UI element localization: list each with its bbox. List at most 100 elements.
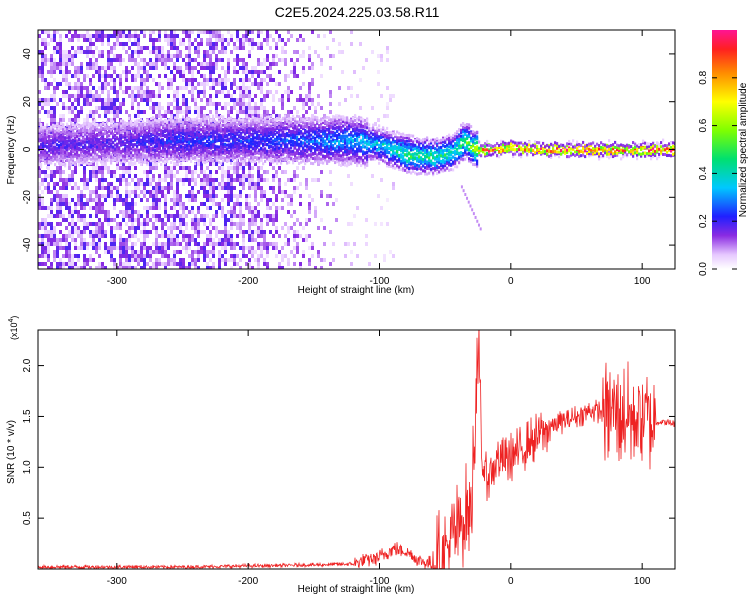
heatmap-cell [203,66,206,70]
heatmap-cell [215,46,218,50]
heatmap-cell [83,202,86,206]
heatmap-cell [245,66,248,70]
heatmap-cell [131,102,134,106]
heatmap-cell [143,258,146,262]
heatmap-cell [203,106,206,110]
heatmap-cell [185,178,188,182]
heatmap-cell [116,110,119,114]
heatmap-cell [137,182,140,186]
heatmap-cell [242,94,245,98]
heatmap-cell [392,142,395,146]
heatmap-cell [178,159,181,163]
heatmap-cell [200,139,203,143]
heatmap-cell [194,132,197,136]
heatmap-cell [95,198,98,202]
heatmap-cell [134,58,137,62]
heatmap-cell [221,186,224,190]
heatmap-cell [179,242,182,246]
heatmap-cell [70,141,73,145]
heatmap-cell [137,254,140,258]
heatmap-cell [212,70,215,74]
heatmap-cell [275,226,278,230]
heatmap-cell [227,42,230,46]
heatmap-cell [173,66,176,70]
heatmap-cell [72,138,75,142]
heatmap-cell [68,38,71,42]
heatmap-cell [210,118,213,122]
heatmap-cell [107,90,110,94]
heatmap-cell [42,153,45,157]
heatmap-cell [62,238,65,242]
heatmap-cell [257,234,260,238]
heatmap-cell [188,154,191,158]
heatmap-cell [122,174,125,178]
heatmap-cell [224,194,227,198]
heatmap-cell [178,124,181,128]
heatmap-cell [167,182,170,186]
heatmap-cell [293,234,296,238]
heatmap-cell [41,250,44,254]
heatmap-cell [191,254,194,258]
heatmap-cell [212,218,215,222]
heatmap-cell [38,194,41,198]
heatmap-cell [232,130,235,134]
heatmap-cell [212,242,215,246]
heatmap-cell [41,50,44,54]
heatmap-cell [92,234,95,238]
heatmap-cell [208,138,211,142]
heatmap-cell [38,34,41,38]
heatmap-cell [182,158,185,162]
heatmap-cell [174,142,177,146]
heatmap-cell [118,150,121,154]
heatmap-cell [194,258,197,262]
heatmap-cell [254,162,257,166]
heatmap-cell [272,98,275,102]
heatmap-cell [173,238,176,242]
heatmap-cell [296,234,299,238]
heatmap-cell [136,127,139,131]
heatmap-cell [98,206,101,210]
heatmap-cell [176,202,179,206]
heatmap-cell [70,127,73,131]
heatmap-cell [194,222,197,226]
heatmap-cell [209,74,212,78]
heatmap-cell [158,82,161,86]
heatmap-cell [89,62,92,66]
heatmap-cell [263,70,266,74]
heatmap-cell [317,154,320,158]
heatmap-cell [254,106,257,110]
heatmap-cell [138,133,141,137]
heatmap-cell [266,222,269,226]
heatmap-cell [47,70,50,74]
heatmap-cell [178,148,181,152]
heatmap-cell [200,202,203,206]
heatmap-cell [38,134,41,138]
heatmap-cell [46,153,49,157]
heatmap-cell [100,137,103,141]
heatmap-cell [245,70,248,74]
heatmap-cell [190,130,193,134]
heatmap-cell [275,42,278,46]
heatmap-cell [119,78,122,82]
heatmap-cell [293,66,296,70]
heatmap-cell [260,70,263,74]
heatmap-cell [160,149,163,153]
heatmap-cell [184,149,187,153]
heatmap-cell [86,222,89,226]
heatmap-cell [152,262,155,266]
heatmap-cell [98,226,101,230]
heatmap-cell [260,102,263,106]
heatmap-cell [53,198,56,202]
heatmap-cell [152,146,155,150]
heatmap-cell [47,222,50,226]
heatmap-cell [194,182,197,186]
heatmap-cell [188,122,191,126]
heatmap-cell [152,194,155,198]
heatmap-cell [137,106,140,110]
heatmap-cell [38,186,41,190]
heatmap-cell [98,74,101,78]
heatmap-cell [188,82,191,86]
heatmap-cell [83,166,86,170]
heatmap-cell [287,242,290,246]
heatmap-cell [114,124,117,128]
